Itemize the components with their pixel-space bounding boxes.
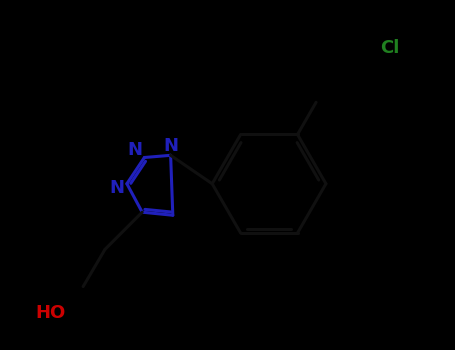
Text: N: N	[127, 141, 142, 159]
Text: N: N	[163, 137, 178, 155]
Text: HO: HO	[35, 304, 66, 322]
Text: Cl: Cl	[379, 39, 399, 57]
Text: N: N	[110, 179, 125, 197]
